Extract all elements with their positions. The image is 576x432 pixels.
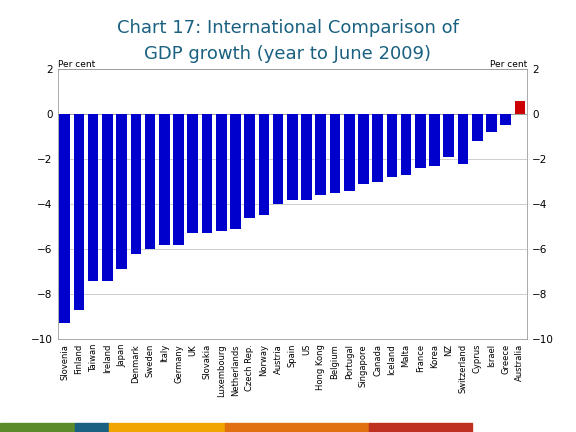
Bar — [187, 114, 198, 233]
Bar — [159, 114, 169, 245]
Bar — [102, 114, 113, 281]
Text: Chart 17: International Comparison of: Chart 17: International Comparison of — [117, 19, 459, 37]
Bar — [145, 114, 156, 249]
Bar — [386, 114, 397, 177]
Bar — [75, 423, 109, 432]
Bar — [202, 114, 213, 233]
Text: Source: International Monetary Fund.: Source: International Monetary Fund. — [12, 401, 154, 410]
Bar — [316, 114, 326, 195]
Bar — [273, 114, 283, 204]
Text: Per cent: Per cent — [58, 60, 95, 69]
Bar — [244, 114, 255, 218]
Bar — [230, 114, 241, 229]
Bar — [401, 114, 411, 175]
Bar — [88, 114, 98, 281]
Bar — [458, 114, 468, 164]
Bar — [225, 423, 369, 432]
Bar — [444, 114, 454, 157]
Bar — [131, 114, 141, 254]
Bar — [369, 423, 472, 432]
Bar — [116, 114, 127, 270]
Bar — [259, 114, 269, 216]
Bar — [358, 114, 369, 184]
Bar — [301, 114, 312, 200]
Bar — [216, 114, 226, 231]
Bar — [501, 114, 511, 125]
Bar — [344, 114, 355, 191]
Bar — [329, 114, 340, 193]
Bar — [59, 114, 70, 324]
Bar — [287, 114, 298, 200]
Bar — [486, 114, 497, 132]
Bar — [0, 423, 75, 432]
Text: Per cent: Per cent — [490, 60, 527, 69]
Text: 19: 19 — [550, 401, 562, 410]
Bar — [472, 114, 483, 141]
Bar — [415, 114, 426, 168]
Text: GDP growth (year to June 2009): GDP growth (year to June 2009) — [145, 45, 431, 63]
Bar — [429, 114, 440, 166]
Bar — [74, 114, 84, 310]
Bar — [109, 423, 225, 432]
Bar — [514, 101, 525, 114]
Bar — [372, 114, 383, 181]
Bar — [173, 114, 184, 245]
